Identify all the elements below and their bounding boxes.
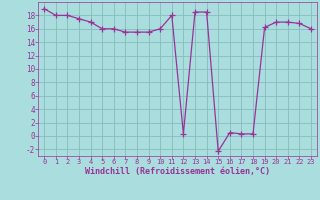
X-axis label: Windchill (Refroidissement éolien,°C): Windchill (Refroidissement éolien,°C) [85,167,270,176]
